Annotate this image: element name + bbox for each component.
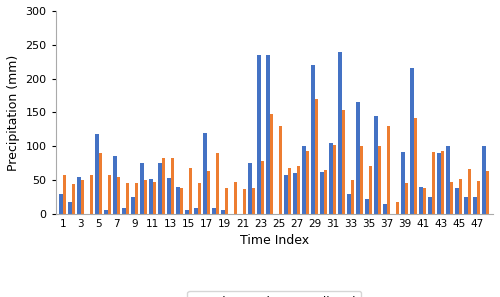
Bar — [78, 177, 81, 214]
Bar — [312, 65, 315, 214]
Bar — [150, 179, 153, 214]
Bar — [222, 211, 225, 214]
Bar — [456, 188, 459, 214]
Bar — [348, 194, 351, 214]
Bar — [294, 173, 297, 214]
Bar — [351, 180, 354, 214]
Bar — [450, 182, 454, 214]
Bar — [464, 197, 468, 214]
Bar — [243, 189, 246, 214]
Bar — [171, 158, 174, 214]
Bar — [162, 158, 166, 214]
Bar — [176, 187, 180, 214]
Bar — [248, 163, 252, 214]
Bar — [486, 171, 490, 214]
Bar — [168, 178, 171, 214]
Bar — [279, 126, 282, 214]
Bar — [135, 183, 138, 214]
X-axis label: Time Index: Time Index — [240, 234, 309, 247]
Bar — [108, 175, 112, 214]
Legend: Observed, Predicted: Observed, Predicted — [188, 291, 361, 297]
Bar — [315, 99, 318, 214]
Bar — [482, 146, 486, 214]
Bar — [117, 177, 120, 214]
Bar — [122, 208, 126, 214]
Bar — [410, 68, 414, 214]
Bar — [306, 151, 310, 214]
Bar — [320, 172, 324, 214]
Bar — [207, 171, 210, 214]
Bar — [378, 146, 382, 214]
Bar — [446, 146, 450, 214]
Bar — [96, 134, 99, 214]
Bar — [194, 208, 198, 214]
Bar — [333, 145, 336, 214]
Bar — [338, 51, 342, 214]
Bar — [360, 146, 364, 214]
Bar — [288, 168, 292, 214]
Bar — [270, 114, 274, 214]
Bar — [252, 188, 256, 214]
Bar — [284, 175, 288, 214]
Bar — [72, 184, 76, 214]
Bar — [468, 168, 471, 214]
Bar — [405, 184, 408, 214]
Bar — [366, 199, 369, 214]
Bar — [114, 156, 117, 214]
Bar — [68, 202, 72, 214]
Bar — [81, 180, 84, 214]
Bar — [387, 126, 390, 214]
Bar — [432, 152, 436, 214]
Bar — [153, 182, 156, 214]
Bar — [126, 183, 130, 214]
Bar — [396, 202, 400, 214]
Bar — [258, 55, 261, 214]
Bar — [342, 110, 345, 214]
Bar — [474, 197, 477, 214]
Bar — [189, 168, 192, 214]
Bar — [441, 151, 444, 214]
Bar — [420, 187, 423, 214]
Bar — [132, 197, 135, 214]
Bar — [330, 143, 333, 214]
Bar — [60, 194, 63, 214]
Bar — [369, 167, 372, 214]
Bar — [158, 163, 162, 214]
Y-axis label: Precipitation (mm): Precipitation (mm) — [7, 54, 20, 170]
Bar — [63, 175, 66, 214]
Bar — [104, 211, 108, 214]
Bar — [302, 146, 306, 214]
Bar — [216, 153, 220, 214]
Bar — [186, 211, 189, 214]
Bar — [384, 204, 387, 214]
Bar — [428, 197, 432, 214]
Bar — [90, 175, 94, 214]
Bar — [180, 188, 184, 214]
Bar — [477, 181, 480, 214]
Bar — [423, 188, 426, 214]
Bar — [266, 55, 270, 214]
Bar — [374, 116, 378, 214]
Bar — [402, 152, 405, 214]
Bar — [261, 161, 264, 214]
Bar — [198, 184, 202, 214]
Bar — [212, 208, 216, 214]
Bar — [459, 179, 462, 214]
Bar — [356, 102, 360, 214]
Bar — [438, 153, 441, 214]
Bar — [140, 163, 144, 214]
Bar — [99, 153, 102, 214]
Bar — [234, 182, 237, 214]
Bar — [225, 188, 228, 214]
Bar — [297, 167, 300, 214]
Bar — [414, 118, 418, 214]
Bar — [204, 133, 207, 214]
Bar — [324, 170, 328, 214]
Bar — [144, 180, 148, 214]
